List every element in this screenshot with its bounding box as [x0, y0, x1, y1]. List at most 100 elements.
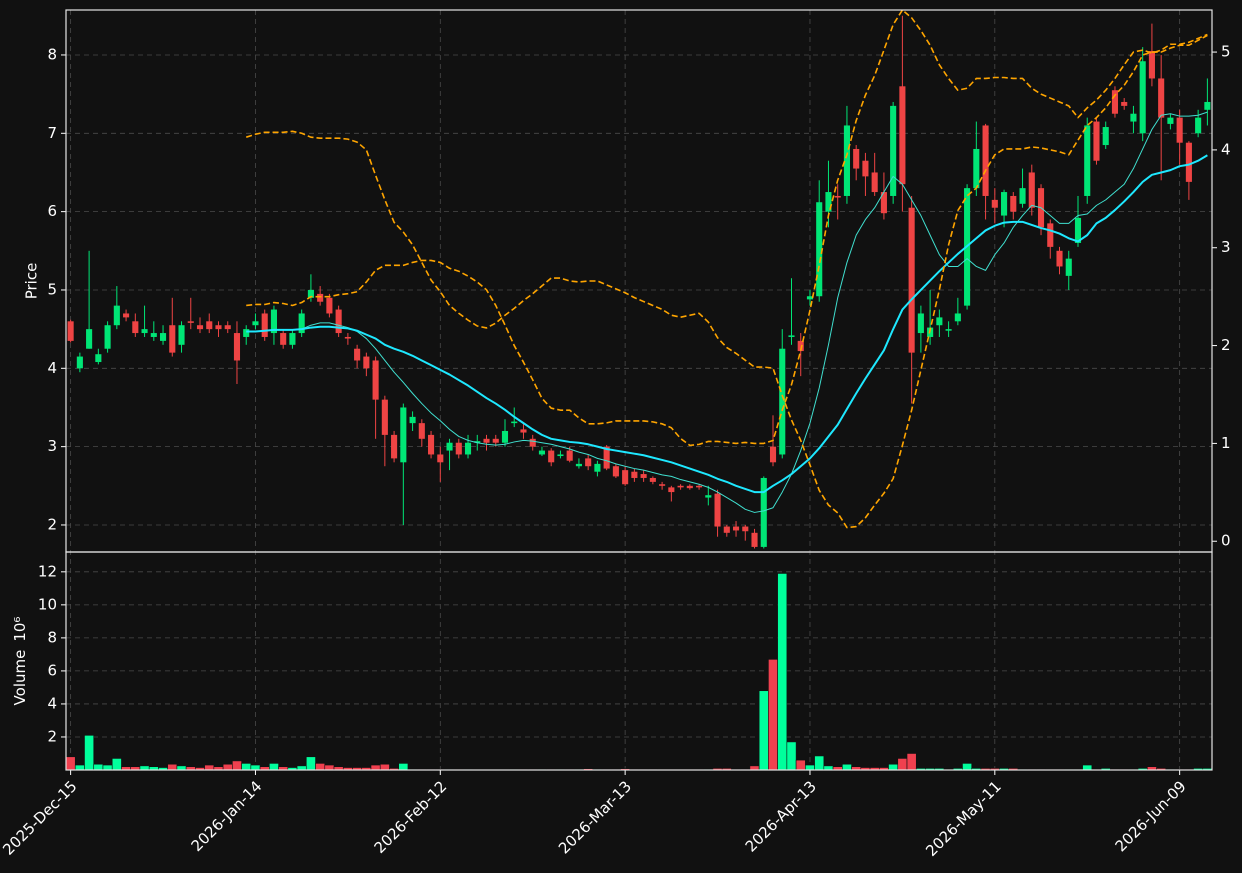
- candle-body: [1130, 113, 1137, 122]
- candle-body: [899, 86, 906, 185]
- volume-bar: [250, 764, 261, 771]
- candle-body: [455, 442, 462, 455]
- candle-body: [1001, 192, 1008, 216]
- candle-body: [150, 333, 157, 337]
- candle-body: [159, 333, 167, 341]
- volume-bar: [102, 764, 113, 771]
- candle-body: [945, 329, 952, 331]
- candle-body: [742, 526, 749, 532]
- candle-body: [612, 466, 619, 477]
- volume-bar: [398, 763, 409, 771]
- candle-body: [464, 442, 472, 455]
- candle-body: [243, 329, 250, 337]
- candle-body: [769, 446, 777, 463]
- candle-body: [206, 321, 213, 330]
- candle-body: [95, 354, 102, 363]
- candle-body: [289, 333, 296, 345]
- candle-body: [779, 348, 786, 455]
- volume-bar: [167, 763, 178, 771]
- candle-body: [492, 438, 499, 443]
- candle-body: [696, 485, 703, 488]
- volume-bar: [139, 765, 150, 771]
- candle-body: [224, 325, 231, 330]
- volume-bar: [906, 753, 917, 771]
- candle-body: [67, 321, 74, 341]
- volume-bar: [777, 573, 788, 771]
- candle-body: [788, 335, 795, 337]
- candle-body: [686, 485, 693, 489]
- volume-bar: [749, 765, 760, 771]
- candle-body: [520, 429, 527, 433]
- candle-body: [853, 148, 860, 169]
- candle-body: [862, 160, 869, 177]
- candle-body: [538, 450, 546, 455]
- volume-bar: [370, 764, 381, 771]
- candle-body: [566, 450, 573, 461]
- candle-body: [123, 313, 130, 318]
- volume-bar: [65, 756, 76, 771]
- candle-body: [991, 199, 998, 208]
- y-axis-offset-label: 10⁶: [11, 617, 29, 642]
- candle-body: [400, 407, 407, 463]
- candle-body: [76, 356, 83, 369]
- volume-bar: [84, 735, 95, 771]
- volume-bar: [888, 763, 899, 771]
- volume-bar: [842, 763, 852, 771]
- candle-body: [1102, 127, 1109, 146]
- candle-body: [1010, 195, 1017, 212]
- volume-bar: [74, 764, 85, 771]
- candle-body: [705, 495, 712, 498]
- y2-tick-label: 2: [1221, 336, 1231, 354]
- volume-bar: [93, 763, 104, 771]
- candle-body: [1121, 101, 1128, 106]
- candle-body: [1084, 125, 1091, 196]
- candle-body: [141, 329, 148, 334]
- candle-body: [936, 317, 943, 326]
- y-tick-label: 4: [47, 694, 57, 712]
- candle-body: [825, 192, 832, 212]
- volume-bar: [758, 690, 769, 771]
- volume-bar: [897, 758, 908, 771]
- candle-body: [1111, 90, 1119, 114]
- candle-body: [428, 434, 435, 455]
- y2-tick-label: 5: [1221, 43, 1231, 61]
- candle-body: [178, 325, 185, 345]
- y-tick-label: 8: [47, 628, 57, 646]
- volume-bar: [795, 759, 806, 771]
- candle-body: [723, 526, 730, 533]
- y2-tick-label: 1: [1221, 434, 1231, 452]
- candle-body: [834, 195, 841, 198]
- candle-body: [483, 438, 490, 443]
- candle-body: [1065, 258, 1072, 276]
- y-axis-label: Price: [23, 263, 41, 300]
- candle-body: [649, 477, 656, 482]
- candle-body: [1204, 101, 1211, 110]
- candle-body: [381, 399, 388, 435]
- candle-body: [548, 450, 555, 463]
- volume-bar: [204, 764, 215, 771]
- y-axis-label-text: Volume: [11, 650, 29, 706]
- candle-body: [1139, 61, 1146, 134]
- band-line: [245, 34, 1208, 529]
- candle-body: [261, 313, 268, 337]
- candle-body: [418, 423, 425, 439]
- volume-bar: [324, 764, 335, 771]
- candle-body: [1093, 121, 1100, 161]
- candle-body: [113, 305, 120, 326]
- y-axis-label: Volume 10⁶: [11, 617, 29, 706]
- candle-body: [1019, 188, 1026, 204]
- y-tick-label: 6: [47, 202, 57, 220]
- candle-body: [954, 313, 961, 322]
- candle-body: [474, 441, 481, 443]
- candle-body: [732, 526, 740, 531]
- candle-body: [594, 463, 601, 472]
- volume-bar: [805, 764, 815, 771]
- candle-body: [344, 336, 351, 339]
- candle-body: [1167, 117, 1174, 124]
- candle-body: [917, 313, 924, 334]
- candle-body: [806, 296, 814, 300]
- candle-body: [982, 125, 989, 196]
